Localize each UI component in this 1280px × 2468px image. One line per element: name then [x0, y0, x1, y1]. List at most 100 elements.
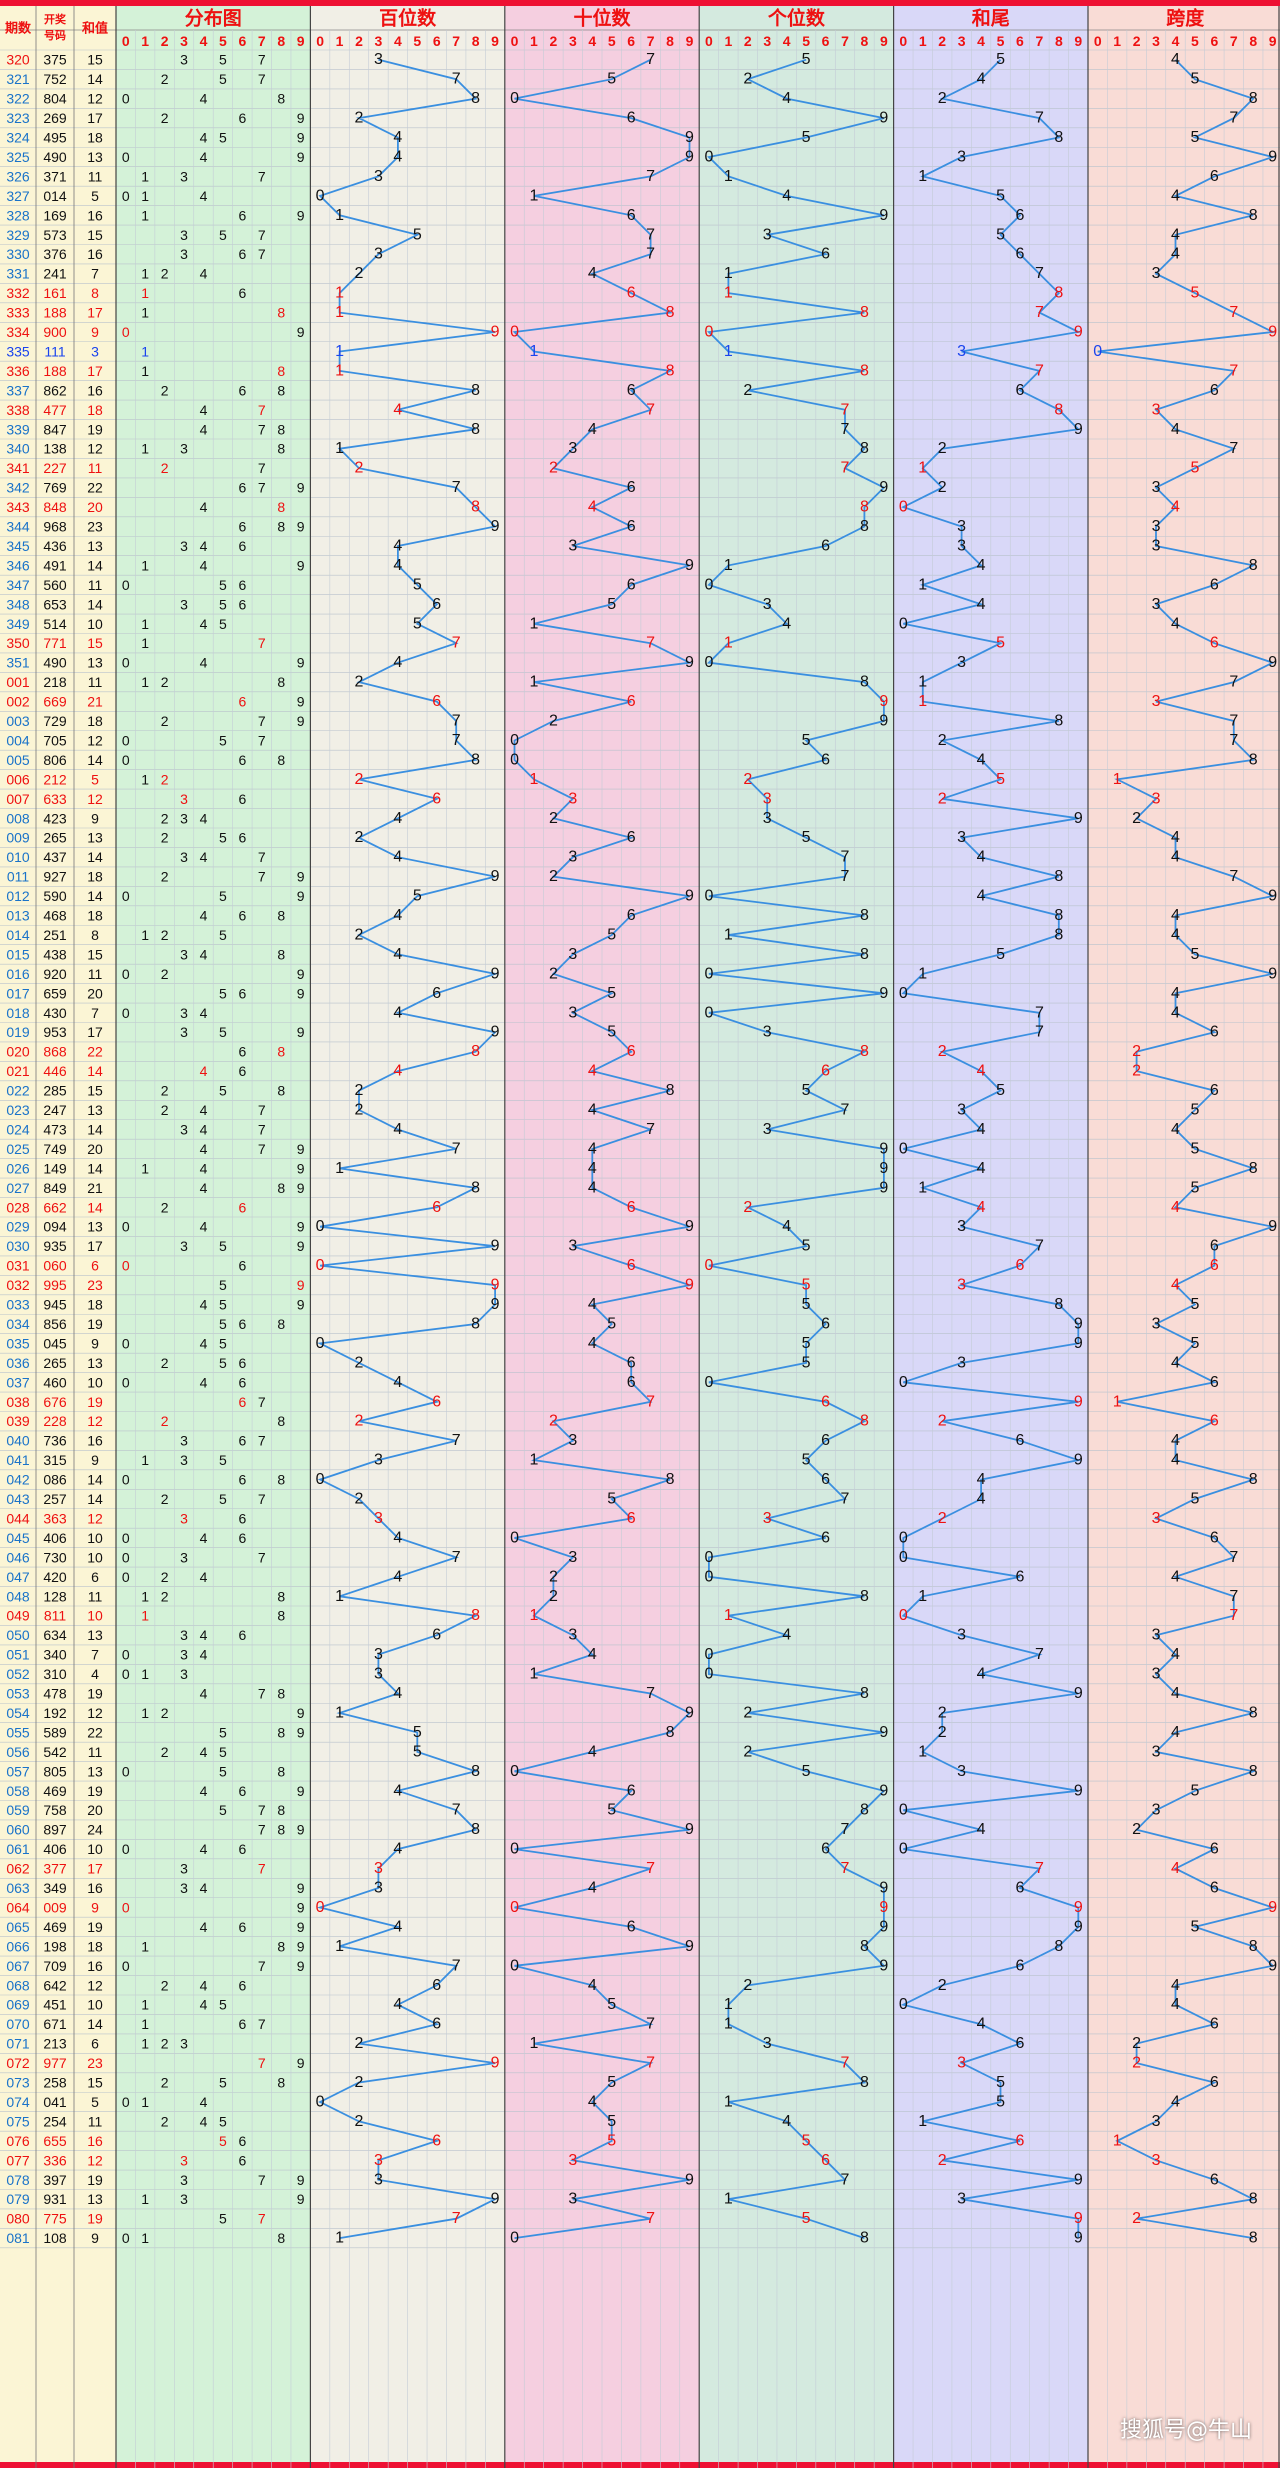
series-mark-o: 2: [743, 1977, 752, 1994]
series-mark-h: 1: [335, 207, 344, 224]
distribution-mark: 4: [200, 1744, 208, 1760]
sum-value-cell: 10: [87, 1608, 103, 1624]
period-cell: 004: [6, 732, 30, 748]
distribution-mark: 3: [180, 810, 188, 826]
distribution-mark: 4: [200, 1977, 208, 1993]
distribution-mark: 0: [122, 149, 130, 165]
distribution-mark: 2: [161, 2113, 169, 2129]
distribution-mark: 6: [238, 908, 246, 924]
section-2-digit-header: 1: [530, 33, 538, 49]
distribution-mark: 2: [161, 1588, 169, 1604]
period-cell: 009: [6, 830, 30, 846]
series-mark-sp: 4: [1171, 2093, 1180, 2110]
period-cell: 063: [6, 1880, 30, 1896]
distribution-mark: 0: [122, 1666, 130, 1682]
series-mark-h: 3: [374, 1452, 383, 1469]
sum-value-cell: 12: [87, 791, 103, 807]
series-mark-h: 1: [335, 362, 344, 379]
draw-number-cell: 848: [43, 499, 67, 515]
series-mark-sp: 4: [1171, 1354, 1180, 1371]
distribution-mark: 4: [200, 1219, 208, 1235]
series-mark-t: 6: [627, 479, 636, 496]
sum-value-cell: 10: [87, 1841, 103, 1857]
series-mark-h: 6: [432, 1627, 441, 1644]
draw-number-cell: 868: [43, 1044, 67, 1060]
series-mark-st: 2: [938, 1977, 947, 1994]
sum-value-cell: 16: [87, 1880, 103, 1896]
distribution-mark: 3: [180, 946, 188, 962]
section-3-digit-header: 3: [763, 33, 771, 49]
sum-value-cell: 16: [87, 1433, 103, 1449]
sum-value-cell: 10: [87, 1997, 103, 2013]
distribution-mark: 7: [258, 1102, 266, 1118]
series-mark-st: 1: [918, 1588, 927, 1605]
draw-number-cell: 340: [43, 1647, 67, 1663]
distribution-mark: 9: [297, 130, 305, 146]
distribution-mark: 9: [297, 2172, 305, 2188]
draw-number-cell: 014: [43, 188, 67, 204]
series-mark-st: 4: [977, 596, 986, 613]
period-cell: 349: [6, 616, 30, 632]
series-mark-h: 7: [452, 1549, 461, 1566]
distribution-mark: 1: [141, 2016, 149, 2032]
sum-value-cell: 14: [87, 752, 103, 768]
series-mark-sp: 8: [1249, 1471, 1258, 1488]
distribution-mark: 4: [200, 1783, 208, 1799]
series-mark-st: 3: [957, 343, 966, 360]
series-mark-st: 3: [957, 1277, 966, 1294]
series-mark-o: 4: [782, 1627, 791, 1644]
series-mark-t: 6: [627, 1257, 636, 1274]
distribution-mark: 5: [219, 1024, 227, 1040]
series-mark-sp: 7: [1229, 362, 1238, 379]
series-mark-h: 8: [471, 421, 480, 438]
series-mark-t: 9: [685, 1938, 694, 1955]
series-mark-st: 2: [938, 732, 947, 749]
series-mark-st: 3: [957, 537, 966, 554]
section-title-4: 和尾: [972, 7, 1010, 30]
period-cell: 320: [6, 52, 30, 68]
draw-number-cell: 542: [43, 1744, 67, 1760]
draw-number-cell: 736: [43, 1433, 67, 1449]
series-mark-o: 6: [821, 537, 830, 554]
draw-number-cell: 397: [43, 2172, 67, 2188]
period-cell: 035: [6, 1335, 30, 1351]
sum-value-cell: 19: [87, 1394, 103, 1410]
distribution-mark: 4: [200, 1141, 208, 1157]
series-mark-o: 1: [724, 2016, 733, 2033]
series-mark-st: 9: [1074, 1899, 1083, 1916]
section-1-digit-header: 2: [355, 33, 363, 49]
distribution-mark: 9: [297, 694, 305, 710]
series-mark-h: 1: [335, 1588, 344, 1605]
distribution-mark: 3: [180, 52, 188, 68]
series-mark-sp: 7: [1229, 1549, 1238, 1566]
series-mark-t: 7: [646, 168, 655, 185]
watermark: 搜狐号@牛山: [1119, 2418, 1252, 2443]
distribution-mark: 5: [219, 130, 227, 146]
distribution-mark: 9: [297, 207, 305, 223]
period-cell: 049: [6, 1608, 30, 1624]
period-cell: 017: [6, 985, 30, 1001]
distribution-mark: 9: [297, 519, 305, 535]
series-mark-st: 1: [918, 1743, 927, 1760]
distribution-mark: 5: [219, 1763, 227, 1779]
sum-value-cell: 14: [87, 1472, 103, 1488]
distribution-mark: 5: [219, 616, 227, 632]
draw-number-cell: 423: [43, 810, 67, 826]
period-cell: 016: [6, 966, 30, 982]
distribution-mark: 6: [238, 1977, 246, 1993]
series-mark-t: 6: [627, 1782, 636, 1799]
series-mark-st: 8: [1054, 401, 1063, 418]
series-mark-sp: 7: [1229, 674, 1238, 691]
period-cell: 345: [6, 538, 30, 554]
series-mark-o: 1: [724, 265, 733, 282]
section-0-digit-header: 5: [219, 33, 227, 49]
period-cell: 071: [6, 2036, 30, 2052]
series-mark-st: 6: [1016, 382, 1025, 399]
draw-number-cell: 406: [43, 1530, 67, 1546]
series-mark-t: 2: [549, 460, 558, 477]
distribution-mark: 5: [219, 1724, 227, 1740]
series-mark-t: 9: [685, 148, 694, 165]
series-mark-t: 2: [549, 1413, 558, 1430]
series-mark-t: 6: [627, 693, 636, 710]
sum-value-cell: 19: [87, 2211, 103, 2227]
